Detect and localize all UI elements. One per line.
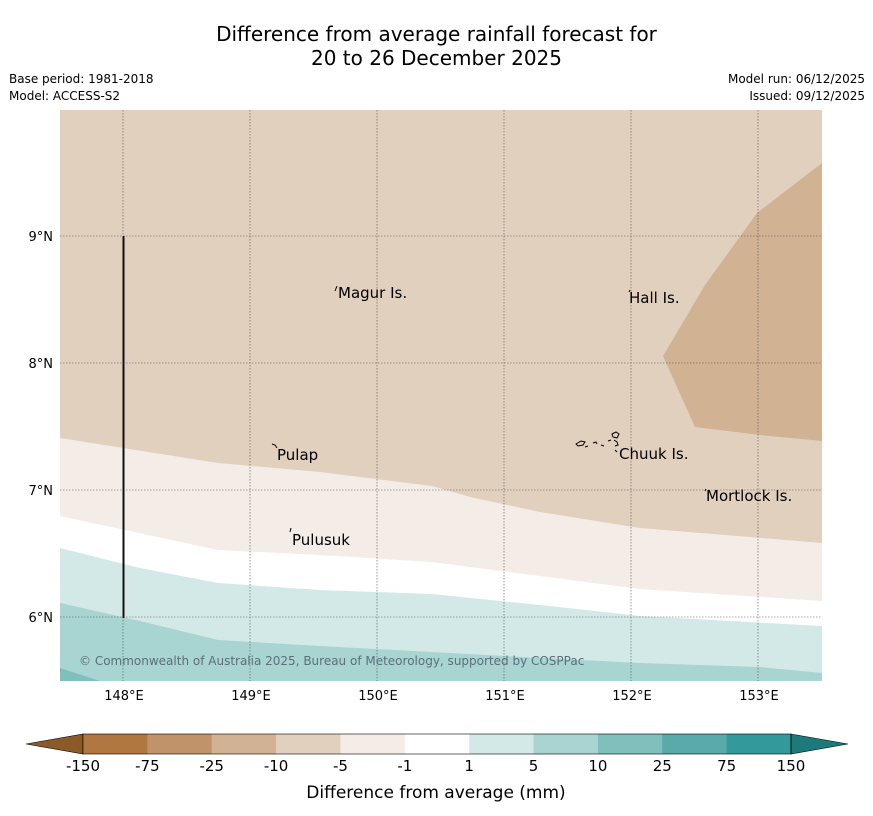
- label-magur: Magur Is.: [338, 284, 407, 302]
- mortlock-island-shape: [704, 488, 707, 492]
- issued-date: Issued: 09/12/2025: [749, 89, 865, 103]
- island-outlines: [271, 285, 707, 533]
- colorbar-segment: [469, 734, 535, 754]
- lat-label-6n: 6°N: [29, 611, 54, 626]
- map-area: Magur Is. Hall Is. Pulap Chuuk Is. Mortl…: [60, 110, 822, 681]
- model-run: Model run: 06/12/2025: [727, 72, 865, 86]
- meta-left: Base period: 1981-2018 Model: ACCESS-S2: [9, 71, 154, 105]
- colorbar-tick-label: 1: [464, 757, 474, 775]
- title-line-2: 20 to 26 December 2025: [310, 46, 562, 70]
- lat-label-9n: 9°N: [29, 230, 54, 245]
- lon-label-148: 148°E: [104, 689, 144, 704]
- colorbar-outline: [82, 733, 792, 755]
- colorbar-tick-label: 75: [717, 757, 736, 775]
- hall-island-shape: [628, 289, 631, 293]
- axis-labels: 148°E 149°E 150°E 151°E 152°E 153°E 9°N …: [29, 230, 779, 704]
- colorbar-segment: [404, 734, 470, 754]
- colorbar-extend-low: [25, 733, 84, 755]
- pulusuk-island-shape: [289, 527, 292, 533]
- lon-label-153: 153°E: [739, 689, 779, 704]
- region-dry-medium: [663, 163, 822, 441]
- colorbar-tick-label: -10: [264, 757, 289, 775]
- label-pulap: Pulap: [277, 446, 318, 464]
- colorbar-extend-high: [790, 733, 849, 755]
- lon-label-150: 150°E: [358, 689, 398, 704]
- colorbar-tick-label: -75: [135, 757, 160, 775]
- map-title: Difference from average rainfall forecas…: [0, 22, 873, 70]
- model-name: Model: ACCESS-S2: [9, 89, 121, 103]
- colorbar-segment: [726, 734, 792, 754]
- colorbar-segment: [211, 734, 277, 754]
- label-pulusuk: Pulusuk: [292, 531, 350, 549]
- colorbar-segment: [662, 734, 728, 754]
- region-wet-medium: [60, 668, 100, 681]
- lon-label-152: 152°E: [612, 689, 652, 704]
- colorbar-tick-label: 25: [653, 757, 672, 775]
- colorbar-segment: [533, 734, 599, 754]
- magur-island-shape: [334, 285, 338, 292]
- colorbar-tick-label: -150: [66, 757, 100, 775]
- place-labels: Magur Is. Hall Is. Pulap Chuuk Is. Mortl…: [277, 284, 792, 549]
- lon-label-151: 151°E: [485, 689, 525, 704]
- graticule: [60, 110, 822, 681]
- colorbar-title: Difference from average (mm): [306, 783, 565, 803]
- label-hall: Hall Is.: [629, 289, 680, 307]
- base-period: Base period: 1981-2018: [9, 72, 154, 86]
- colorbar-ticks: -150 -75 -25 -10 -5 -1 1 5 10 25 75 150: [66, 757, 805, 775]
- chuuk-island-shapes: [575, 431, 620, 453]
- colorbar-tick-label: -5: [333, 757, 348, 775]
- colorbar-tick-label: 150: [777, 757, 806, 775]
- lat-label-7n: 7°N: [29, 484, 54, 499]
- meta-right: Model run: 06/12/2025 Issued: 09/12/2025: [728, 71, 865, 105]
- colorbar: [25, 733, 849, 755]
- copyright-notice: © Commonwealth of Australia 2025, Bureau…: [79, 654, 584, 668]
- label-chuuk: Chuuk Is.: [619, 445, 688, 463]
- colorbar-tick-label: 10: [588, 757, 607, 775]
- colorbar-segment: [276, 734, 341, 754]
- colorbar-tick-label: 5: [529, 757, 539, 775]
- pulap-island-shape: [271, 443, 278, 449]
- colorbar-segment: [147, 734, 213, 754]
- title-line-1: Difference from average rainfall forecas…: [216, 22, 657, 46]
- colorbar-tick-label: -1: [397, 757, 412, 775]
- lon-label-149: 149°E: [231, 689, 271, 704]
- colorbar-segment: [340, 734, 406, 754]
- colorbar-tick-label: -25: [199, 757, 224, 775]
- colorbar-segment: [597, 734, 663, 754]
- region-wet-light: [60, 603, 822, 681]
- colorbar-segment: [83, 734, 148, 754]
- lat-label-8n: 8°N: [29, 357, 54, 372]
- label-mortlock: Mortlock Is.: [706, 487, 792, 505]
